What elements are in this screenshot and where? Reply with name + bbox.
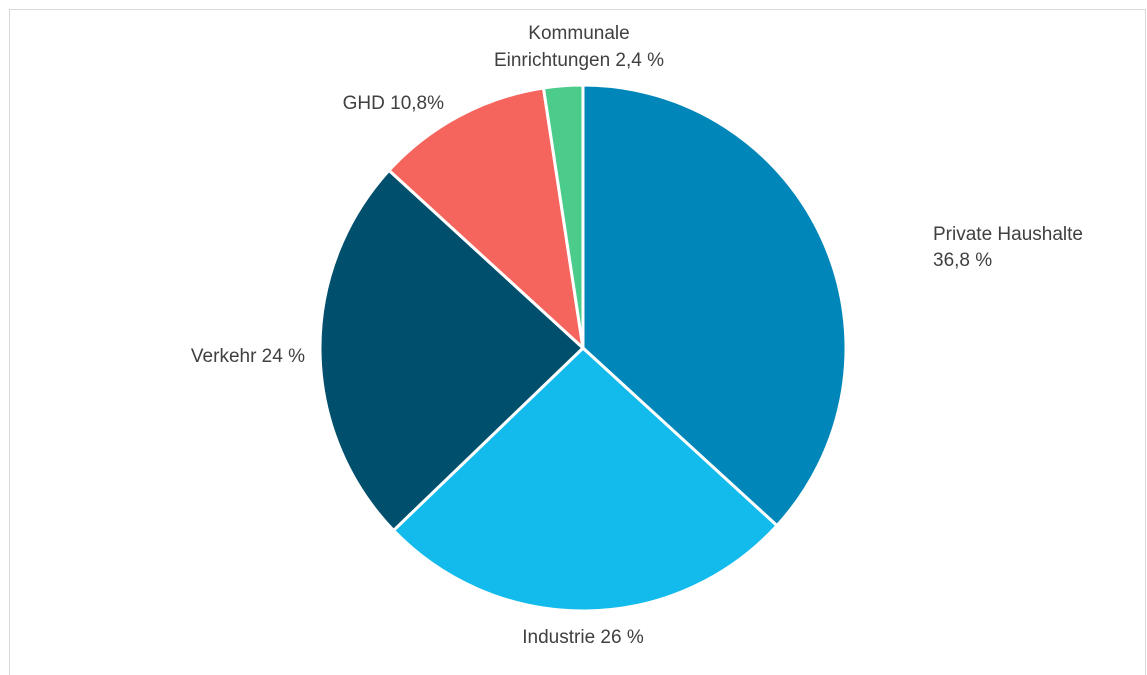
data-label-verkehr: Verkehr 24 % [191, 346, 305, 367]
pie-slice-private-haushalte [581, 83, 848, 528]
pie-slice-industrie [391, 345, 780, 613]
data-label-line: GHD 10,8% [343, 93, 444, 114]
pie-data-labels: Private Haushalte 36,8 % Industrie 26 % Ver… [191, 23, 1083, 648]
data-label-line: 36,8 % [933, 250, 992, 271]
data-label-ghd: GHD 10,8% [343, 93, 444, 114]
pie-slice-kommunale-einrichtungen [541, 83, 585, 349]
data-label-line: Private Haushalte [933, 224, 1083, 245]
data-label-private-haushalte: Private Haushalte 36,8 % [933, 224, 1083, 271]
data-label-line: Industrie 26 % [522, 627, 644, 648]
data-label-line: Einrichtungen 2,4 % [494, 50, 664, 71]
data-label-line: Kommunale [528, 23, 629, 44]
data-label-kommunale-einrichtungen: Kommunale Einrichtungen 2,4 % [494, 23, 664, 71]
pie-slice-ghd [386, 86, 586, 352]
pie-slices [318, 83, 848, 613]
data-label-line: Verkehr 24 % [191, 346, 305, 367]
data-label-industrie: Industrie 26 % [522, 627, 644, 648]
pie-slice-verkehr [318, 168, 586, 533]
